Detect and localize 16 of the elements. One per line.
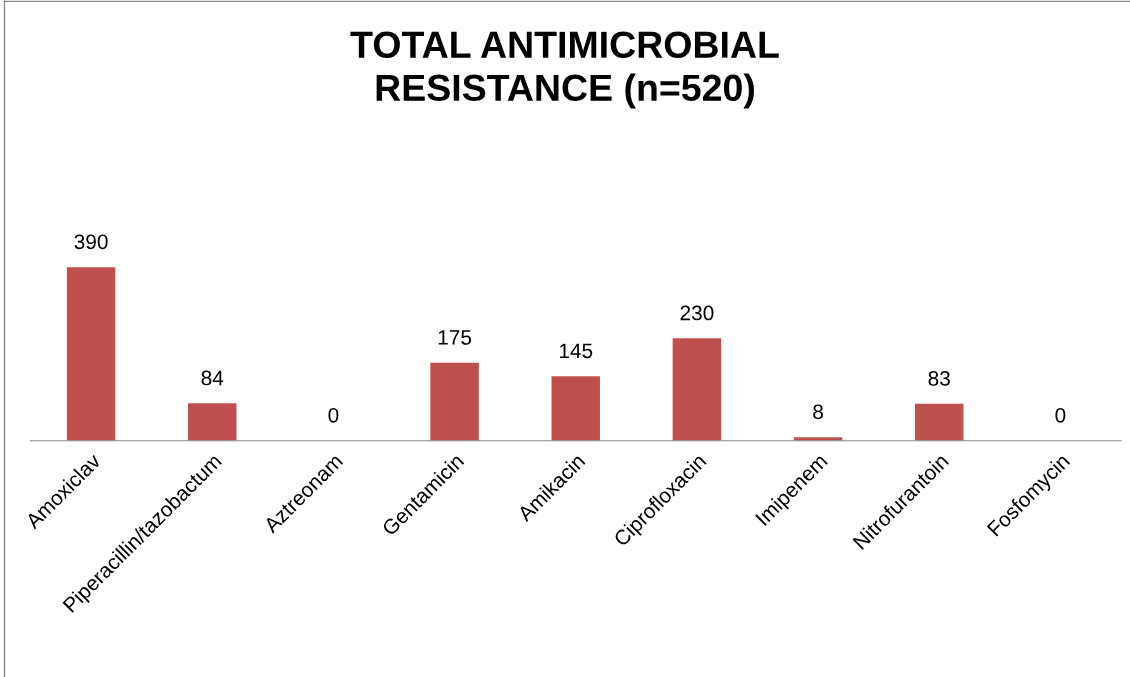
data-label: 8 bbox=[813, 404, 823, 420]
bar bbox=[551, 376, 600, 441]
data-label: 0 bbox=[328, 407, 339, 423]
bar bbox=[430, 362, 479, 441]
data-label: 175 bbox=[438, 330, 472, 345]
data-label: 145 bbox=[559, 343, 593, 359]
data-label: 83 bbox=[928, 371, 950, 386]
bar bbox=[66, 267, 116, 441]
data-label: 0 bbox=[1055, 407, 1066, 423]
bar bbox=[188, 403, 237, 441]
data-label: 230 bbox=[680, 305, 714, 321]
bar bbox=[672, 338, 722, 441]
data-label: 390 bbox=[74, 234, 108, 250]
chart-title: TOTAL ANTIMICROBIAL RESISTANCE (n=520) bbox=[350, 31, 779, 109]
bar bbox=[914, 403, 964, 441]
data-label: 84 bbox=[201, 370, 224, 386]
